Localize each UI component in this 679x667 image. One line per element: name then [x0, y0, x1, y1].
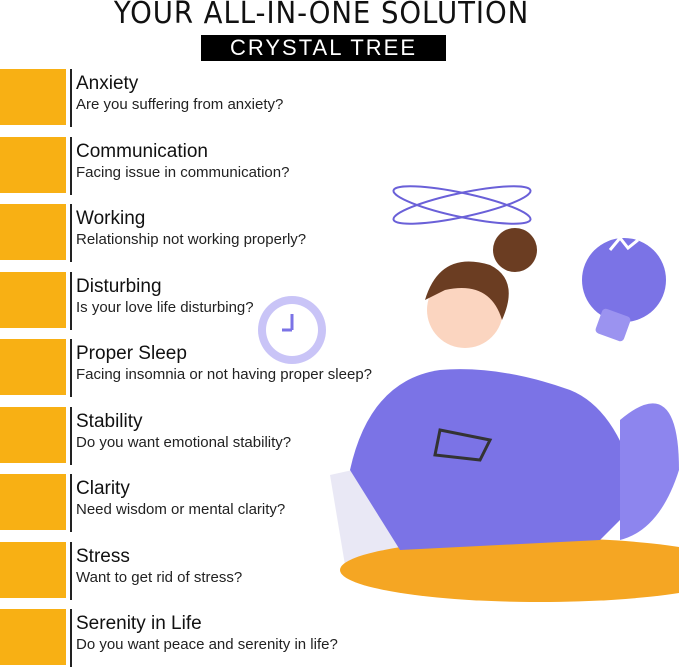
- list-item: Stability Do you want emotional stabilit…: [0, 406, 679, 465]
- list-item: Disturbing Is your love life disturbing?: [0, 271, 679, 330]
- item-subtitle: Do you want emotional stability?: [76, 433, 292, 451]
- list-item: Stress Want to get rid of stress?: [0, 541, 679, 600]
- broken-lightbulb-icon: [582, 235, 666, 342]
- leaf-decoration: [620, 403, 679, 540]
- item-title: Working: [76, 208, 146, 229]
- item-title: Communication: [76, 140, 208, 162]
- list-item: Proper Sleep Facing insomnia or not havi…: [0, 339, 679, 397]
- accent-square: [0, 271, 66, 328]
- accent-square: [0, 339, 66, 395]
- divider: [70, 69, 72, 127]
- list-item: Clarity Need wisdom or mental clarity?: [0, 474, 679, 532]
- item-subtitle: Relationship not working properly?: [76, 231, 307, 248]
- item-subtitle: Want to get rid of stress?: [76, 568, 243, 586]
- accent-square: [0, 69, 66, 125]
- item-title: Clarity: [76, 478, 130, 499]
- divider: [70, 609, 72, 667]
- headline: YOUR ALL-IN-ONE SOLUTION: [113, 0, 530, 31]
- item-title: Anxiety: [76, 73, 139, 94]
- divider: [70, 136, 72, 195]
- list-item: Communication Facing issue in communicat…: [0, 136, 679, 195]
- item-subtitle: Do you want peace and serenity in life?: [76, 636, 338, 653]
- item-subtitle: Are you suffering from anxiety?: [76, 96, 284, 113]
- desk: [340, 538, 679, 602]
- item-title: Stress: [76, 545, 130, 567]
- divider: [70, 541, 72, 600]
- divider: [70, 339, 72, 397]
- accent-square: [0, 474, 66, 530]
- divider: [70, 271, 72, 330]
- brand-banner: CRYSTAL TREE: [201, 35, 446, 61]
- item-title: Proper Sleep: [76, 343, 187, 364]
- stressed-woman-illustration: [258, 185, 679, 602]
- item-subtitle: Facing issue in communication?: [76, 163, 290, 181]
- item-subtitle: Need wisdom or mental clarity?: [76, 501, 286, 518]
- list-item: Working Relationship not working properl…: [0, 204, 679, 262]
- woman-figure: [350, 228, 640, 550]
- dizzy-orbit-icon: [392, 185, 532, 225]
- item-title: Disturbing: [76, 275, 162, 297]
- item-title: Serenity in Life: [76, 613, 202, 634]
- accent-square: [0, 406, 66, 463]
- accent-square: [0, 609, 66, 665]
- list-item: Anxiety Are you suffering from anxiety?: [0, 69, 679, 127]
- divider: [70, 406, 72, 465]
- item-subtitle: Facing insomnia or not having proper sle…: [76, 366, 373, 383]
- item-subtitle: Is your love life disturbing?: [76, 298, 254, 316]
- accent-square: [0, 136, 66, 193]
- divider: [70, 204, 72, 262]
- alarm-clock-icon: [258, 296, 326, 364]
- accent-square: [0, 541, 66, 598]
- item-title: Stability: [76, 410, 143, 432]
- accent-square: [0, 204, 66, 260]
- divider: [70, 474, 72, 532]
- list-item: Serenity in Life Do you want peace and s…: [0, 609, 679, 667]
